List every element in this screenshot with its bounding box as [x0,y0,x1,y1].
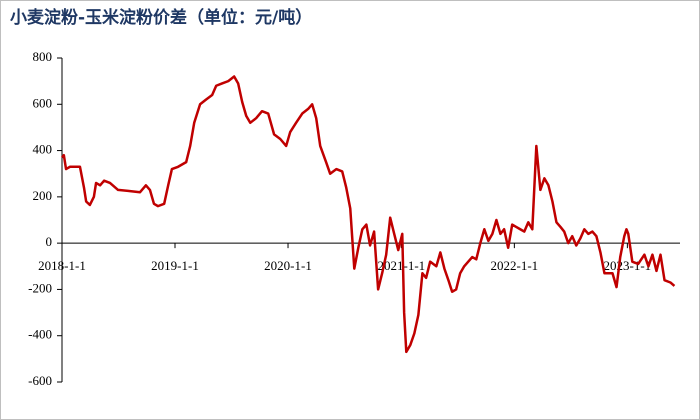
y-tick-label: -200 [28,280,52,295]
y-tick-label: 200 [33,188,53,203]
y-tick-label: 0 [46,234,53,249]
y-tick-label: 400 [33,142,53,157]
y-tick-label: 600 [33,95,53,110]
x-tick-label: 2023-1-1 [604,258,652,273]
x-tick-label: 2021-1-1 [378,258,426,273]
y-tick-label: -400 [28,327,52,342]
y-tick-label: 800 [33,49,53,64]
line-series [61,75,676,354]
x-tick-label: 2018-1-1 [38,258,86,273]
x-tick-label: 2022-1-1 [491,258,539,273]
chart-title: 小麦淀粉-玉米淀粉价差（单位：元/吨） [10,7,312,28]
x-tick-label: 2019-1-1 [151,258,199,273]
x-tick-label: 2020-1-1 [264,258,312,273]
y-tick-label: -600 [28,373,52,388]
